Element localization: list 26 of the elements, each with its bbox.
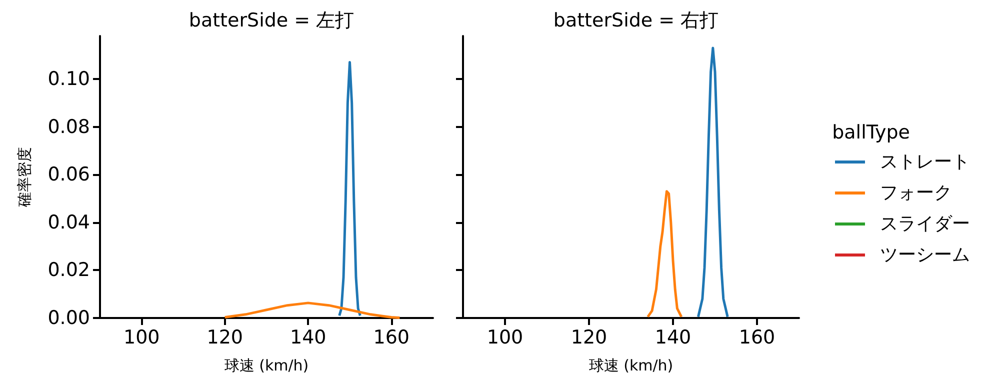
- legend-label: スライダー: [880, 214, 970, 234]
- x-tick-label: 140: [654, 326, 692, 348]
- x-axis-title: 球速 (km/h): [224, 356, 309, 374]
- x-tick-label: 120: [570, 326, 608, 348]
- chart-title: batterSide = 右打: [553, 10, 719, 32]
- x-tick-label: 100: [123, 326, 160, 348]
- y-axis-title: 確率密度: [16, 147, 34, 208]
- x-tick-label: 100: [486, 326, 524, 348]
- x-tick-label: 160: [738, 326, 776, 348]
- line-series: [224, 302, 401, 320]
- y-tick-label: 0.04: [48, 211, 90, 234]
- legend-label: フォーク: [880, 182, 952, 204]
- chart-title: batterSide = 左打: [188, 10, 354, 32]
- x-tick-label: 140: [290, 326, 326, 348]
- y-tick-label: 0.00: [48, 307, 90, 329]
- y-tick-label: 0.08: [48, 116, 90, 138]
- legend-label: ストレート: [880, 152, 970, 172]
- y-tick-label: 0.10: [48, 68, 90, 90]
- legend-label: ツーシーム: [880, 244, 970, 266]
- legend-title: ballType: [832, 122, 910, 144]
- x-tick-label: 160: [373, 326, 410, 348]
- line-series: [338, 61, 362, 317]
- x-axis-title: 球速 (km/h): [588, 356, 674, 374]
- y-tick-label: 0.02: [48, 259, 90, 282]
- y-tick-label: 0.06: [48, 164, 90, 186]
- x-tick-label: 120: [206, 326, 244, 348]
